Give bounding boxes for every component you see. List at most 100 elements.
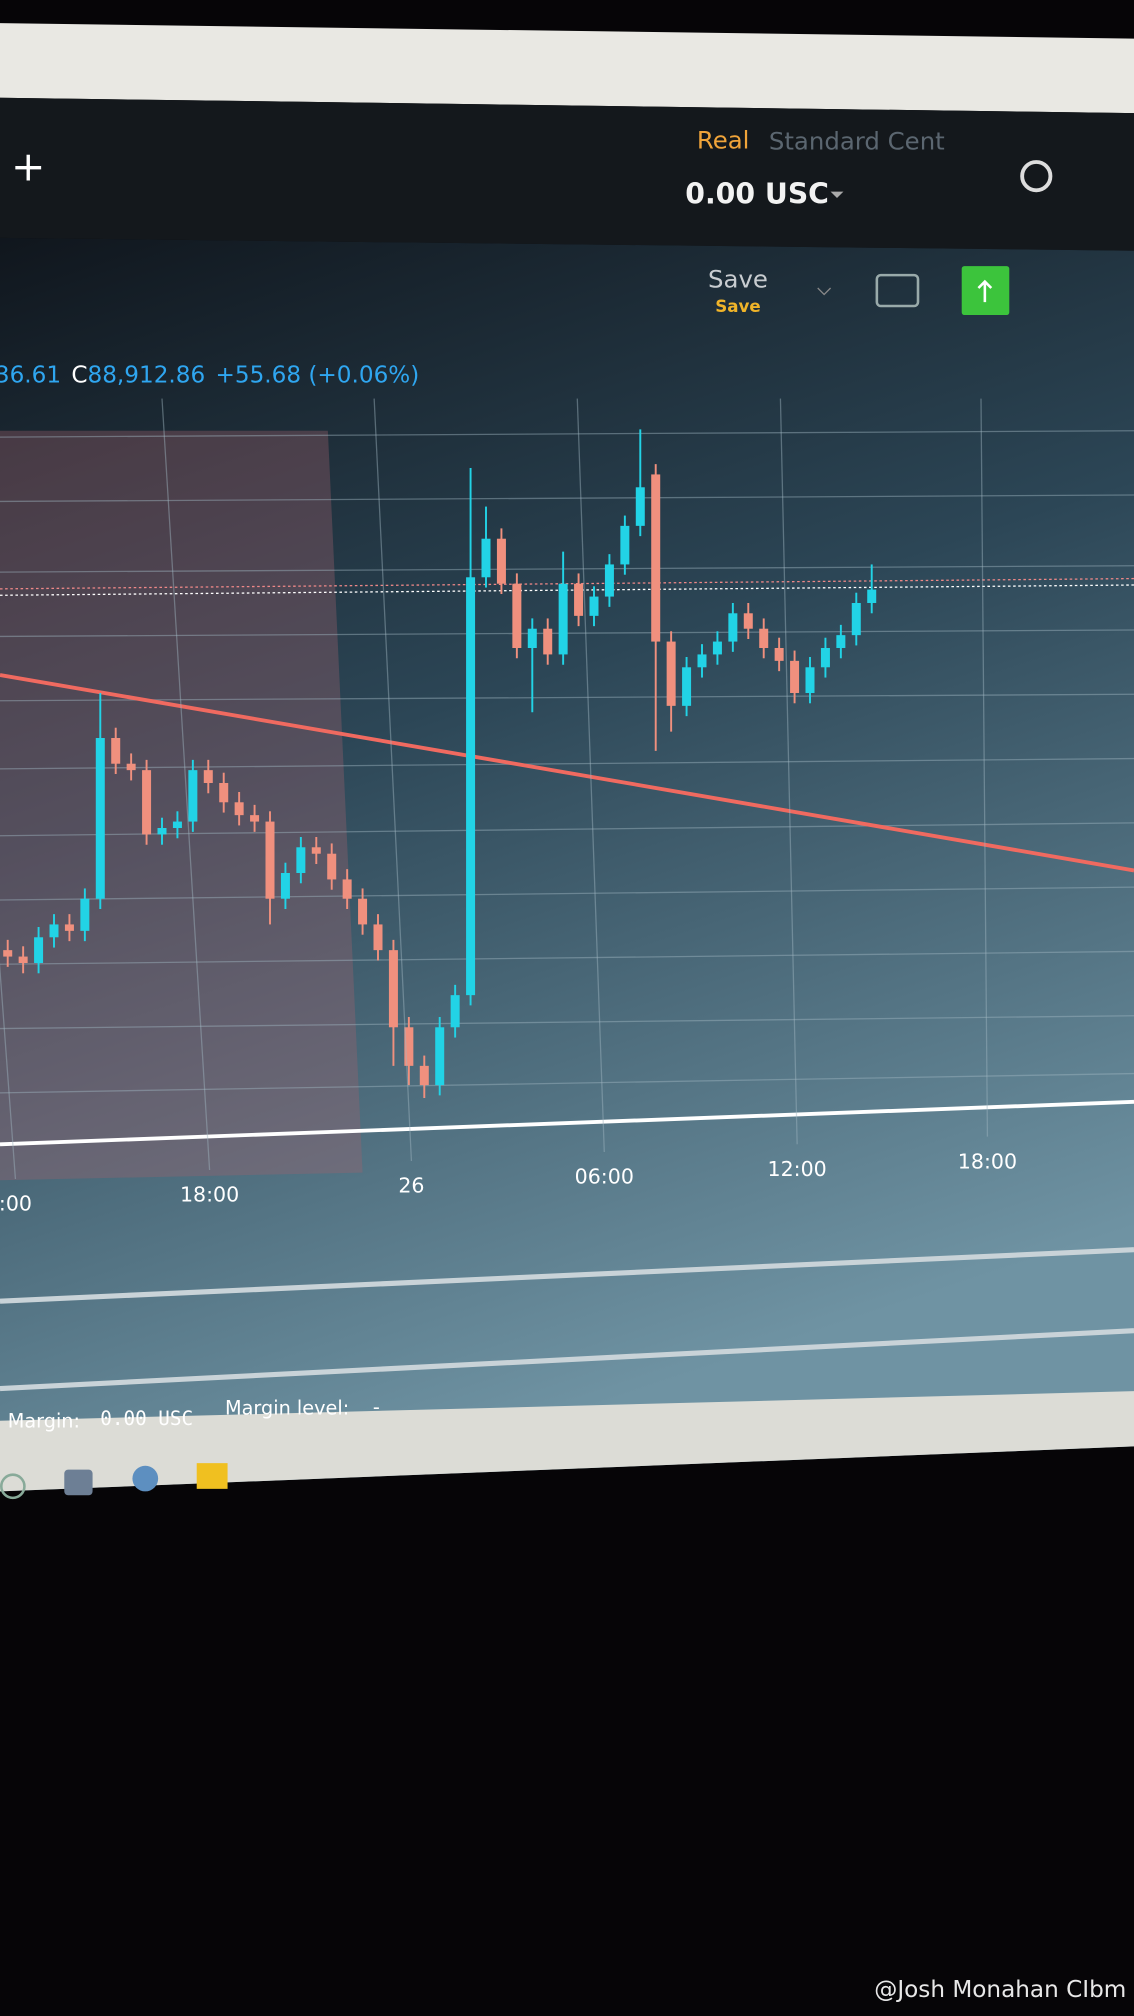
x-grid-line <box>161 398 211 1171</box>
chart-panel <box>0 237 1134 1492</box>
candle-body <box>558 583 568 655</box>
x-grid-line <box>0 962 17 1180</box>
save-caret[interactable] <box>817 287 832 296</box>
candle-body <box>311 847 321 854</box>
grid-line <box>0 1072 1134 1094</box>
candle-body <box>49 924 59 938</box>
dropdown-caret[interactable] <box>830 191 844 198</box>
candle-body <box>604 564 614 597</box>
candle-body <box>574 583 584 616</box>
taskbar-icon[interactable] <box>196 1463 228 1489</box>
candle-body <box>296 847 306 873</box>
candle-body <box>651 474 661 642</box>
candle-body <box>589 596 599 616</box>
save-sublabel: Save <box>715 296 761 316</box>
panel-divider <box>0 1247 1134 1304</box>
x-grid-line <box>779 398 798 1145</box>
grid-line <box>0 757 1134 770</box>
taskbar <box>0 1391 1134 1492</box>
candle-body <box>18 956 28 963</box>
watermark: @Josh Monahan CIbm <box>874 1977 1126 2003</box>
candle-body <box>265 821 275 899</box>
candle-body <box>142 770 152 835</box>
candle-body <box>234 802 244 816</box>
candle-body <box>126 763 136 771</box>
candle-body <box>666 641 676 706</box>
legend-close: 88,912.86 <box>88 362 206 388</box>
candle-body <box>697 654 707 668</box>
candle-body <box>496 538 506 584</box>
taskbar-icon[interactable] <box>132 1465 159 1492</box>
margin-label: Margin: <box>8 1410 80 1433</box>
candle-body <box>712 641 722 655</box>
balance[interactable]: 0.00 USC <box>685 177 829 210</box>
candle-body <box>250 815 260 822</box>
candle-body <box>34 937 44 963</box>
candle-body <box>404 1027 414 1066</box>
trade-arrow <box>977 279 993 303</box>
margin-value: 0.00 USC <box>100 1407 193 1430</box>
save-button[interactable]: Save <box>708 264 768 293</box>
candle-body <box>3 950 13 957</box>
candle-body <box>373 924 383 951</box>
highlight-zone <box>0 430 363 1181</box>
candle-body <box>327 853 337 880</box>
candle-body <box>388 950 398 1028</box>
grid-line <box>0 494 1134 503</box>
taskbar-icon[interactable] <box>64 1469 93 1496</box>
x-tick-label: 12:00 <box>768 1157 827 1181</box>
grid-line <box>0 950 1134 965</box>
trend-line[interactable] <box>0 673 1134 873</box>
candle-body <box>188 770 198 822</box>
panel-divider <box>0 1328 1134 1392</box>
candle-body <box>219 783 229 803</box>
candle-body <box>435 1027 445 1086</box>
candle-body <box>419 1065 429 1086</box>
candle-body <box>820 648 830 668</box>
x-axis-labels: :00 18:00 26 06:00 12:00 18:00 <box>0 398 1017 1216</box>
candle-body <box>203 770 213 783</box>
header-bar <box>0 97 1134 251</box>
candle-body <box>682 667 692 706</box>
candle-body <box>805 667 815 693</box>
alarm-icon[interactable] <box>1020 160 1053 193</box>
ohlc-legend: 36.61 C88,912.86 +55.68 (+0.06%) <box>0 362 419 388</box>
x-grid-line <box>373 398 413 1162</box>
account-class[interactable]: Standard Cent <box>769 127 945 156</box>
candle-body <box>635 487 645 526</box>
candle-body <box>172 821 182 828</box>
candle-body <box>466 577 476 996</box>
candle-body <box>512 583 522 648</box>
x-tick-label: 06:00 <box>575 1165 634 1189</box>
candle-body <box>450 995 460 1028</box>
candle-body <box>95 738 105 899</box>
legend-change: +55.68 (+0.06%) <box>215 362 419 388</box>
candle-body <box>759 628 769 648</box>
grid-line <box>0 565 1134 573</box>
account-type[interactable]: Real <box>697 125 750 154</box>
add-tab[interactable]: + <box>11 143 45 191</box>
grid-line <box>0 693 1134 702</box>
candle-body <box>836 635 846 648</box>
candle-body <box>358 898 368 925</box>
candle-body <box>728 613 738 642</box>
candle-body <box>774 648 784 661</box>
screenshot-button[interactable] <box>875 273 920 308</box>
candle-body <box>64 924 74 931</box>
x-tick-label: :00 <box>0 1192 32 1216</box>
candle-body <box>280 873 290 899</box>
candle-body <box>743 613 753 629</box>
candle-body <box>157 828 167 835</box>
margin-level-label: Margin level: <box>225 1397 349 1420</box>
candle-body <box>851 603 861 636</box>
taskbar-icon[interactable] <box>0 1473 26 1500</box>
grid-line <box>0 822 1134 837</box>
candle-body <box>620 525 630 565</box>
candle-body <box>543 628 553 655</box>
legend-close-label: C <box>71 362 87 388</box>
candle-body <box>80 898 90 931</box>
x-tick-label: 18:00 <box>180 1183 239 1207</box>
top-bezel-glare <box>0 23 1134 114</box>
